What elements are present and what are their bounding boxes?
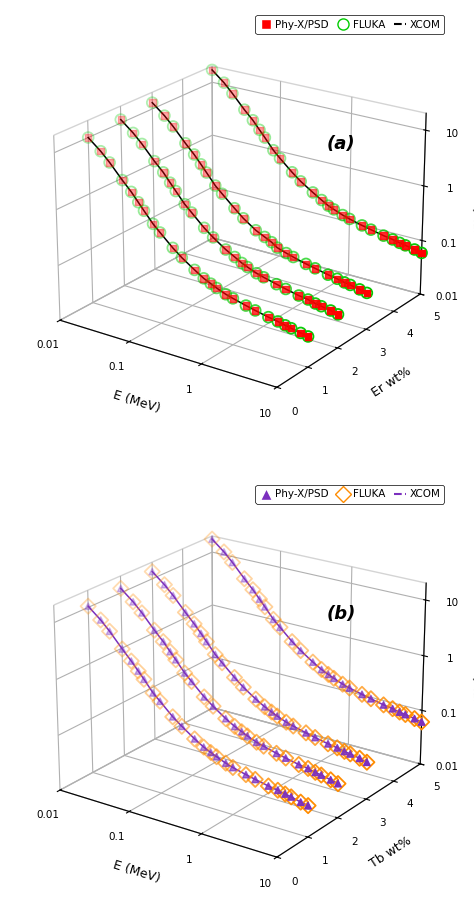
X-axis label: E (MeV): E (MeV) (111, 859, 162, 886)
X-axis label: E (MeV): E (MeV) (111, 389, 162, 415)
Text: (a): (a) (327, 135, 356, 153)
Y-axis label: Tb wt%: Tb wt% (368, 834, 414, 870)
Legend: Phy-X/PSD, FLUKA, XCOM: Phy-X/PSD, FLUKA, XCOM (255, 16, 444, 34)
Legend: Phy-X/PSD, FLUKA, XCOM: Phy-X/PSD, FLUKA, XCOM (255, 485, 444, 503)
Text: (b): (b) (327, 605, 356, 623)
Y-axis label: Er wt%: Er wt% (369, 365, 413, 400)
